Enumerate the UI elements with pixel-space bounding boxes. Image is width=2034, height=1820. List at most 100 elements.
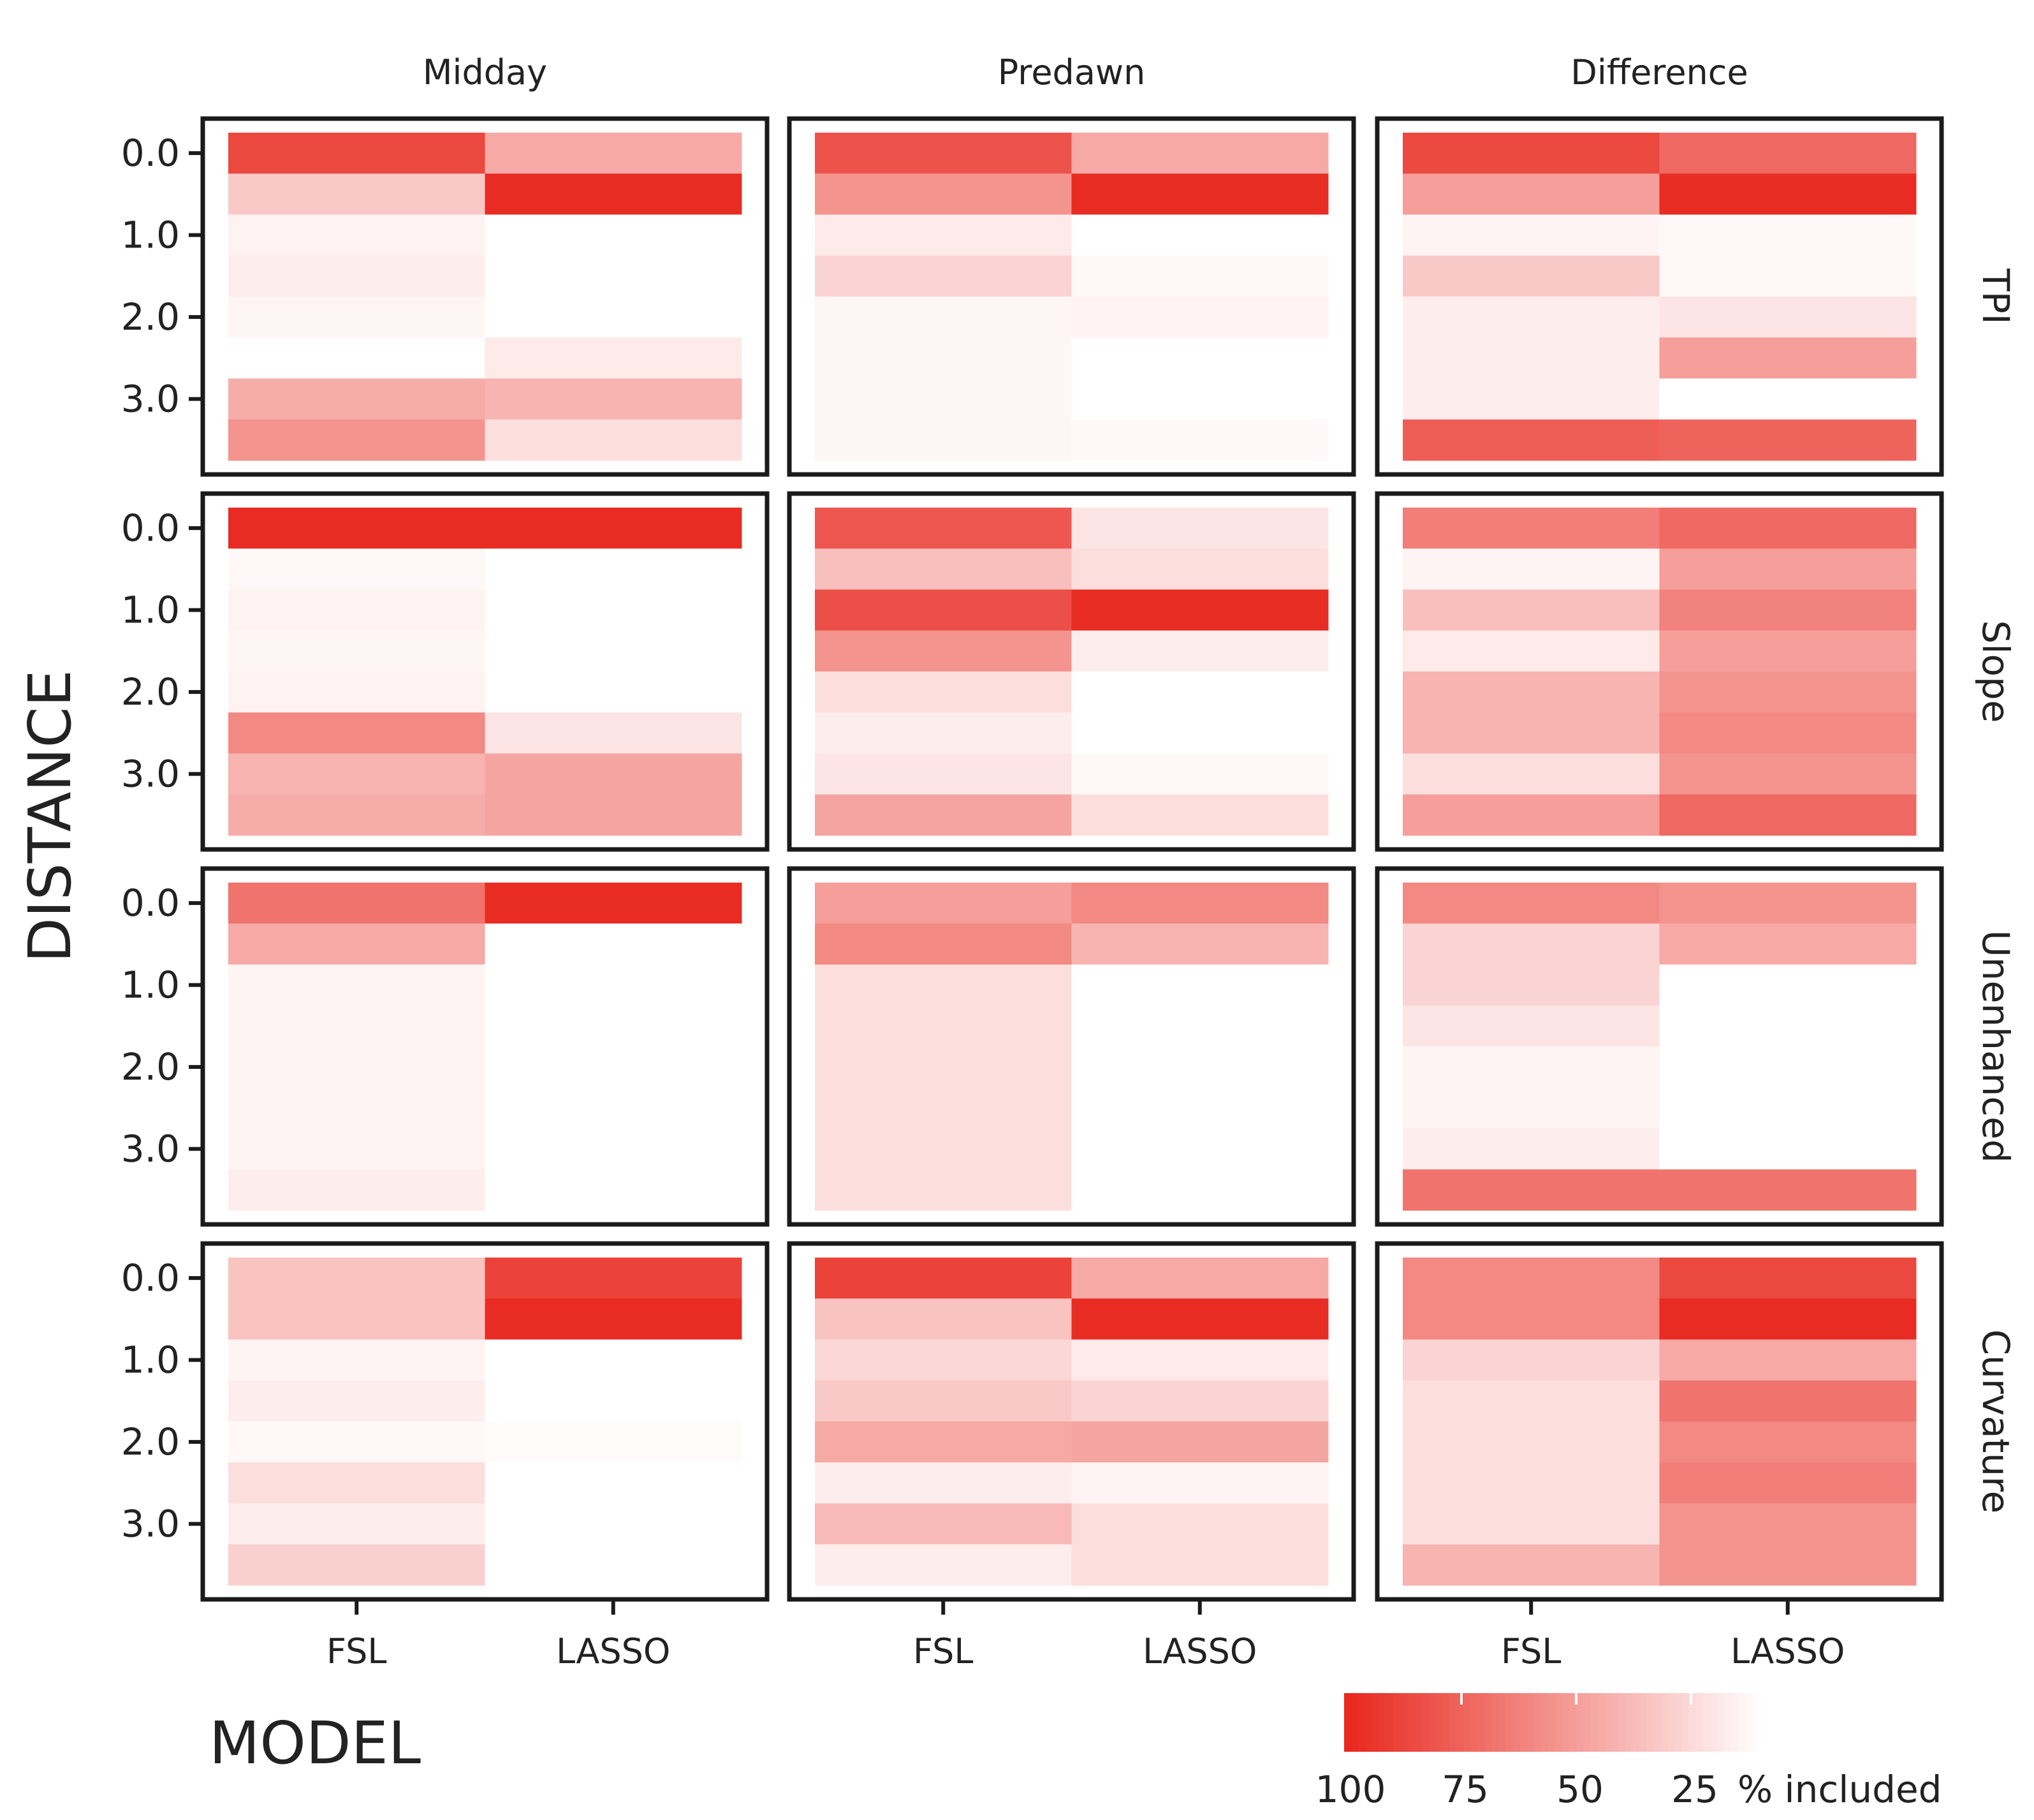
- heat-cell-tpi-midday-lasso-0: [485, 133, 742, 174]
- colorbar-segment: [1759, 1693, 1767, 1752]
- heat-cell-tpi-difference-lasso-6: [1659, 378, 1917, 420]
- colorbar-tick-label: 50: [1556, 1768, 1604, 1811]
- colorbar-segment: [1421, 1693, 1429, 1752]
- row-label-unenhanced: Unenhanced: [1974, 930, 2017, 1163]
- colorbar-segment: [1351, 1693, 1359, 1752]
- colorbar-segment: [1526, 1693, 1535, 1752]
- heat-cell-unenhanced-midday-lasso-6: [485, 1128, 742, 1170]
- heat-cell-unenhanced-difference-fsl-3: [1403, 1005, 1660, 1047]
- x-axis-title: MODEL: [209, 1709, 421, 1777]
- heat-cell-slope-difference-fsl-6: [1403, 753, 1660, 795]
- colorbar-segment: [1653, 1693, 1662, 1752]
- colorbar-segment: [1745, 1693, 1753, 1752]
- heat-cell-unenhanced-predawn-fsl-7: [815, 1169, 1072, 1211]
- heat-cell-tpi-predawn-lasso-6: [1071, 378, 1329, 420]
- heat-cell-curvature-difference-lasso-7: [1659, 1544, 1917, 1586]
- heat-cell-curvature-difference-fsl-2: [1403, 1339, 1660, 1381]
- heat-cell-unenhanced-midday-fsl-5: [228, 1087, 485, 1129]
- heat-cell-slope-predawn-lasso-1: [1071, 548, 1329, 590]
- heat-cell-unenhanced-difference-lasso-7: [1659, 1169, 1917, 1211]
- heat-cell-curvature-predawn-fsl-3: [815, 1380, 1072, 1422]
- heat-cell-slope-difference-fsl-3: [1403, 630, 1660, 672]
- heat-cell-tpi-difference-fsl-2: [1403, 214, 1660, 256]
- heat-cell-slope-difference-lasso-5: [1659, 712, 1917, 754]
- heat-cell-curvature-difference-lasso-5: [1659, 1462, 1917, 1504]
- heat-cell-slope-predawn-fsl-6: [815, 753, 1072, 795]
- colorbar-tick-label: 25: [1671, 1768, 1718, 1811]
- heat-cell-slope-difference-fsl-2: [1403, 589, 1660, 631]
- heat-cell-curvature-difference-fsl-6: [1403, 1503, 1660, 1545]
- panel-frame-unenhanced-midday: [200, 866, 770, 1227]
- heat-cell-tpi-difference-lasso-0: [1659, 133, 1917, 174]
- y-tick-label: 0.0: [121, 1256, 180, 1300]
- heat-cell-unenhanced-predawn-fsl-2: [815, 964, 1072, 1006]
- heat-cell-slope-predawn-lasso-3: [1071, 630, 1329, 672]
- heat-cell-unenhanced-predawn-lasso-3: [1071, 1005, 1329, 1047]
- colorbar-segment: [1562, 1693, 1570, 1752]
- heat-cell-slope-midday-lasso-7: [485, 794, 742, 836]
- heat-cell-curvature-predawn-fsl-4: [815, 1421, 1072, 1463]
- heat-cell-curvature-predawn-fsl-5: [815, 1462, 1072, 1504]
- colorbar-segment: [1716, 1693, 1725, 1752]
- heat-cell-curvature-midday-fsl-2: [228, 1339, 485, 1381]
- heat-cell-unenhanced-midday-lasso-5: [485, 1087, 742, 1129]
- y-tick-label: 1.0: [121, 1339, 180, 1382]
- colorbar-segment: [1435, 1693, 1444, 1752]
- heat-cell-unenhanced-midday-lasso-7: [485, 1169, 742, 1211]
- heat-cell-unenhanced-difference-lasso-1: [1659, 923, 1917, 965]
- heat-cell-unenhanced-midday-fsl-0: [228, 883, 485, 924]
- heat-cell-unenhanced-difference-fsl-4: [1403, 1046, 1660, 1088]
- heat-cell-tpi-predawn-fsl-2: [815, 214, 1072, 256]
- heat-cell-curvature-midday-fsl-5: [228, 1462, 485, 1504]
- heat-cell-curvature-midday-fsl-0: [228, 1258, 485, 1299]
- heat-cell-slope-predawn-fsl-3: [815, 630, 1072, 672]
- y-tick-label: 3.0: [121, 1502, 180, 1546]
- heat-cell-tpi-difference-fsl-0: [1403, 133, 1660, 174]
- heat-cell-tpi-predawn-lasso-1: [1071, 173, 1329, 215]
- heat-cell-curvature-midday-fsl-3: [228, 1380, 485, 1422]
- colorbar-segment: [1674, 1693, 1683, 1752]
- heat-cell-curvature-midday-lasso-6: [485, 1503, 742, 1545]
- colorbar-segment: [1632, 1693, 1640, 1752]
- heat-cell-slope-predawn-fsl-1: [815, 548, 1072, 590]
- heat-cell-unenhanced-midday-lasso-2: [485, 964, 742, 1006]
- colorbar-segment: [1470, 1693, 1479, 1752]
- heat-cell-slope-difference-fsl-7: [1403, 794, 1660, 836]
- heat-cell-slope-predawn-fsl-7: [815, 794, 1072, 836]
- y-tick-label: 3.0: [121, 1127, 180, 1171]
- heat-cell-curvature-difference-fsl-3: [1403, 1380, 1660, 1422]
- heat-cell-tpi-midday-lasso-3: [485, 255, 742, 297]
- heat-cell-curvature-midday-lasso-7: [485, 1544, 742, 1586]
- heat-cell-tpi-predawn-lasso-7: [1071, 419, 1329, 461]
- colorbar-segment: [1512, 1693, 1521, 1752]
- heat-cell-curvature-difference-fsl-7: [1403, 1544, 1660, 1586]
- panel-frame-tpi-predawn: [787, 116, 1356, 477]
- heat-cell-unenhanced-predawn-lasso-5: [1071, 1087, 1329, 1129]
- colorbar-segment: [1428, 1693, 1437, 1752]
- heat-cell-unenhanced-difference-lasso-5: [1659, 1087, 1917, 1129]
- y-tick-label: 0.0: [121, 881, 180, 925]
- heat-cell-tpi-difference-lasso-3: [1659, 255, 1917, 297]
- colorbar-segment: [1569, 1693, 1577, 1752]
- heat-cell-curvature-predawn-lasso-7: [1071, 1544, 1329, 1586]
- heat-cell-tpi-midday-lasso-7: [485, 419, 742, 461]
- heat-cell-slope-difference-fsl-1: [1403, 548, 1660, 590]
- colorbar-segment: [1533, 1693, 1542, 1752]
- heat-cell-slope-midday-fsl-6: [228, 753, 485, 795]
- x-tick-label: LASSO: [1730, 1631, 1845, 1671]
- heat-cell-slope-midday-fsl-1: [228, 548, 485, 590]
- colorbar-segment: [1365, 1693, 1373, 1752]
- heat-cell-slope-predawn-fsl-4: [815, 671, 1072, 713]
- panel-frame-slope-predawn: [787, 491, 1356, 852]
- heat-cell-slope-midday-fsl-7: [228, 794, 485, 836]
- y-tick-label: 3.0: [121, 378, 180, 421]
- heat-cell-tpi-difference-lasso-7: [1659, 419, 1917, 461]
- heat-cell-curvature-predawn-lasso-1: [1071, 1298, 1329, 1340]
- panel-frame-tpi-midday: [200, 116, 770, 477]
- heat-cell-slope-difference-lasso-7: [1659, 794, 1917, 836]
- heat-cell-tpi-difference-lasso-1: [1659, 173, 1917, 215]
- heat-cell-slope-predawn-lasso-5: [1071, 712, 1329, 754]
- colorbar-segment: [1611, 1693, 1619, 1752]
- heat-cell-tpi-difference-fsl-7: [1403, 419, 1660, 461]
- colorbar-segment: [1449, 1693, 1458, 1752]
